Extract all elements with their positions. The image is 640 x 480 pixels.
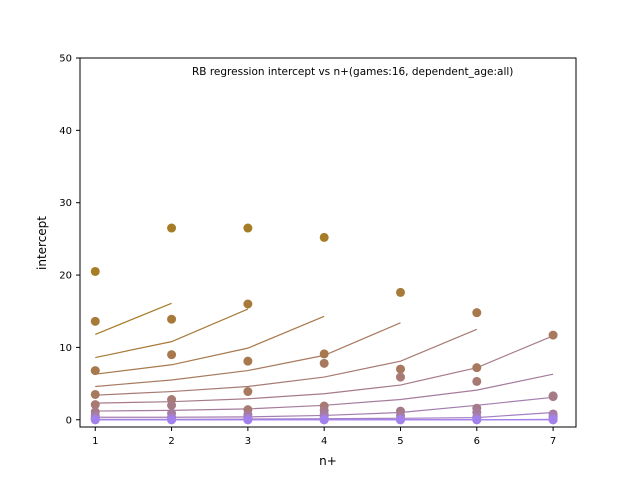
data-point	[243, 299, 253, 309]
data-point	[243, 223, 253, 233]
data-point	[319, 358, 329, 368]
plot-frame	[79, 57, 577, 428]
axis-ticks: 1 2 3 4 5 6 7 0 10 20 30 40 50	[59, 54, 556, 448]
data-point	[90, 266, 100, 276]
x-tick-label: 1	[92, 436, 98, 447]
data-point	[395, 287, 405, 297]
y-tick-label: 50	[59, 54, 72, 65]
data-point	[167, 415, 177, 425]
data-point	[90, 415, 100, 425]
data-point	[472, 415, 482, 425]
x-axis-label: n+	[319, 454, 337, 468]
fit-line-4	[95, 322, 401, 388]
data-point	[548, 330, 558, 340]
data-point	[395, 415, 405, 425]
data-point	[167, 400, 177, 410]
data-point	[548, 415, 558, 425]
data-point	[90, 316, 100, 326]
data-point	[90, 400, 100, 410]
data-point	[243, 415, 253, 425]
x-tick-label: 4	[321, 436, 327, 447]
plot-area	[80, 58, 576, 427]
data-point	[90, 366, 100, 376]
data-point	[395, 372, 405, 382]
y-axis-label: intercept	[35, 216, 49, 270]
fit-line-1	[95, 302, 172, 335]
data-point	[319, 415, 329, 425]
y-tick-label: 20	[59, 271, 72, 282]
x-tick-label: 7	[550, 436, 556, 447]
chart-title: RB regression intercept vs n+(games:16, …	[192, 66, 513, 78]
data-point	[167, 314, 177, 324]
data-point	[472, 363, 482, 373]
fit-line-5	[95, 328, 478, 396]
data-point	[243, 356, 253, 366]
data-point	[90, 389, 100, 399]
data-point	[395, 364, 405, 374]
data-point	[548, 392, 558, 402]
data-point	[472, 308, 482, 318]
y-tick-label: 40	[59, 126, 72, 137]
x-tick-label: 2	[168, 436, 174, 447]
x-tick-label: 3	[245, 436, 251, 447]
data-point	[319, 349, 329, 359]
x-tick-label: 5	[397, 436, 403, 447]
data-point	[167, 350, 177, 360]
y-tick-label: 10	[59, 343, 72, 354]
data-point	[167, 223, 177, 233]
data-point	[319, 232, 329, 242]
x-tick-label: 6	[474, 436, 480, 447]
y-tick-label: 30	[59, 198, 72, 209]
fit-line-3	[95, 315, 325, 375]
data-point	[243, 387, 253, 397]
chart-marks	[90, 223, 558, 425]
fit-line-2	[95, 308, 249, 359]
y-tick-label: 0	[66, 415, 72, 426]
data-point	[472, 376, 482, 386]
